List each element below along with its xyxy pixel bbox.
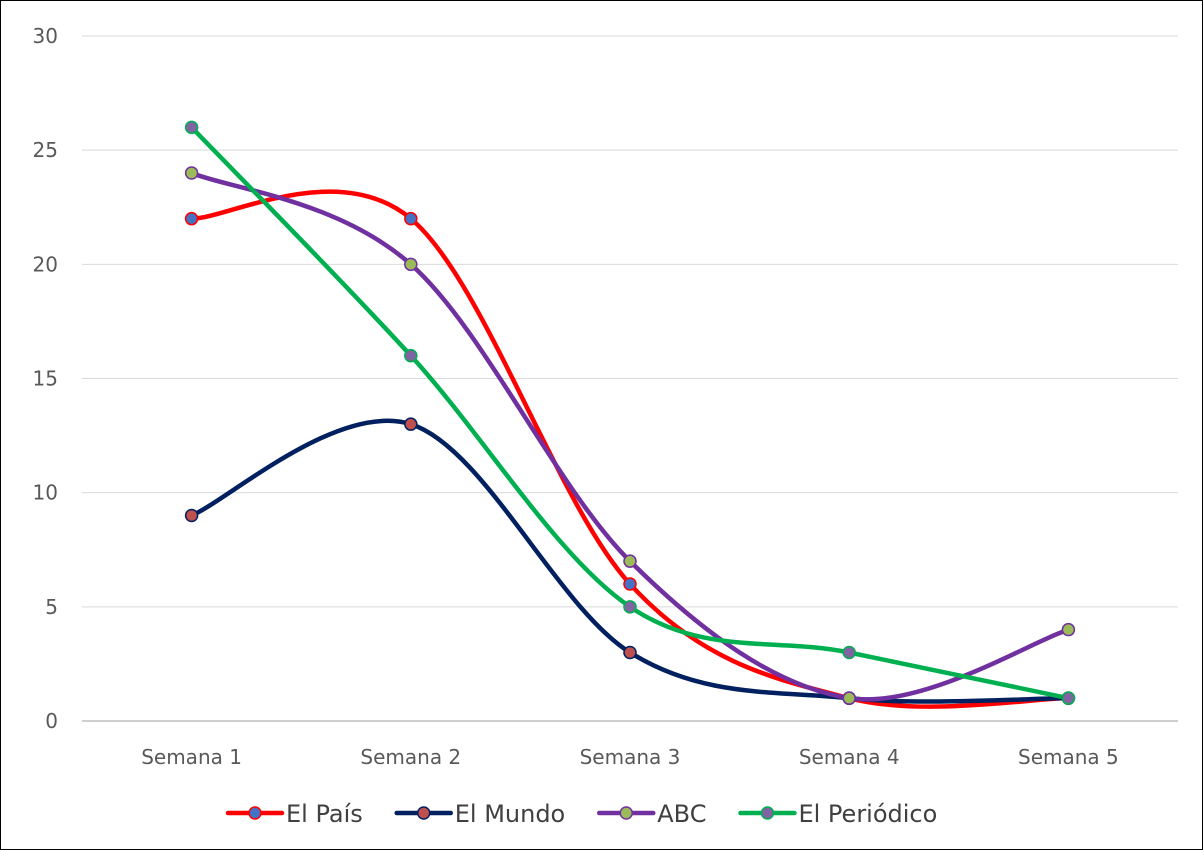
series-1-point xyxy=(623,577,637,591)
series-1-point xyxy=(184,211,199,226)
series-4-point xyxy=(404,348,418,363)
y-tick-label: 20 xyxy=(33,252,58,276)
legend: El País El Mundo ABC El Periódico xyxy=(225,800,937,828)
y-tick-label: 5 xyxy=(45,595,58,619)
series-1-point xyxy=(404,211,418,226)
series-3-point xyxy=(184,166,199,180)
series-line-3 xyxy=(189,170,1071,702)
series-3-point xyxy=(404,257,418,272)
x-tick-label: Semana 5 xyxy=(1018,745,1119,769)
legend-swatch-marker xyxy=(248,806,262,820)
series-lines xyxy=(189,125,1071,709)
series-4-point xyxy=(1061,691,1076,705)
legend-item-1: El País xyxy=(225,800,363,828)
x-tick-label: Semana 1 xyxy=(141,745,242,769)
legend-label: El Mundo xyxy=(455,800,566,828)
series-3-point xyxy=(842,691,856,705)
series-line-4 xyxy=(189,125,1071,701)
y-tick-label: 25 xyxy=(33,138,58,162)
series-3-point xyxy=(623,554,637,568)
series-line-1 xyxy=(189,189,1071,709)
series-2-point xyxy=(623,645,637,660)
series-2-point xyxy=(184,508,199,523)
x-tick-label: Semana 4 xyxy=(799,745,900,769)
y-tick-label: 15 xyxy=(33,367,58,391)
series-3-point xyxy=(1061,622,1076,637)
x-tick-label: Semana 3 xyxy=(580,745,681,769)
y-tick-label: 30 xyxy=(33,24,58,48)
series-4-point xyxy=(623,600,637,614)
x-axis: Semana 1 Semana 2 Semana 3 Semana 4 Semana 5 xyxy=(141,745,1119,769)
legend-swatch-marker xyxy=(619,806,633,820)
gridlines xyxy=(82,35,1178,722)
series-2-point xyxy=(404,417,418,431)
legend-swatch-marker xyxy=(760,806,775,820)
series-line-2 xyxy=(189,418,1071,704)
legend-label: El Periódico xyxy=(798,800,937,828)
x-tick-label: Semana 2 xyxy=(360,745,461,769)
legend-label: ABC xyxy=(657,800,706,828)
series-4-point xyxy=(184,120,199,135)
legend-item-3: ABC xyxy=(597,800,706,828)
legend-label: El País xyxy=(286,800,363,828)
y-tick-label: 10 xyxy=(33,481,58,505)
y-axis: 0 5 10 15 20 25 30 xyxy=(33,24,58,733)
legend-item-4: El Periódico xyxy=(738,800,937,828)
series-markers xyxy=(184,120,1076,705)
legend-item-2: El Mundo xyxy=(394,800,566,828)
y-tick-label: 0 xyxy=(45,709,58,733)
legend-swatch-marker xyxy=(416,806,431,820)
series-4-point xyxy=(842,645,856,660)
